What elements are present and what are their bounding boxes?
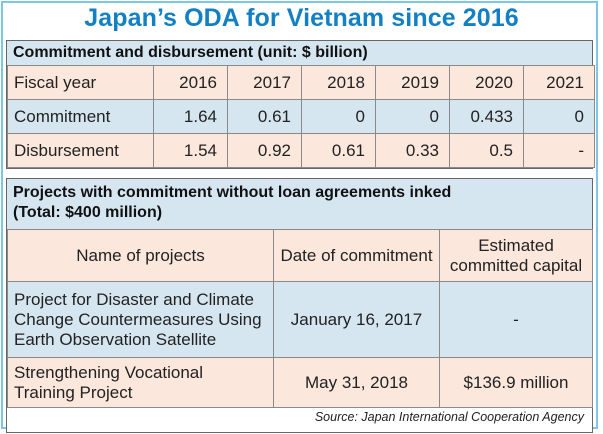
section2-heading-line1: Projects with commitment without loan ag… <box>13 184 452 201</box>
commitment-row: Commitment 1.64 0.61 0 0 0.433 0 <box>7 99 595 134</box>
year-cell: 2016 <box>153 65 228 100</box>
year-cell: 2019 <box>375 65 450 100</box>
section1-heading: Commitment and disbursement (unit: $ bil… <box>7 41 592 65</box>
value-cell: 1.54 <box>153 133 228 168</box>
project-row: Strengthening Vocational Training Projec… <box>7 357 593 408</box>
project-date: May 31, 2018 <box>273 357 440 408</box>
commitment-disbursement-panel: Commitment and disbursement (unit: $ bil… <box>6 40 595 169</box>
column-header-capital: Estimated committed capital <box>439 229 593 282</box>
column-header-date: Date of commitment <box>273 229 440 282</box>
section2-heading: Projects with commitment without loan ag… <box>7 179 592 229</box>
value-cell: 0 <box>301 99 376 134</box>
value-cell: 0 <box>375 99 450 134</box>
row-label: Disbursement <box>7 133 154 168</box>
year-cell: 2017 <box>227 65 302 100</box>
project-capital: $136.9 million <box>439 357 593 408</box>
fiscal-year-row: Fiscal year 2016 2017 2018 2019 2020 202… <box>7 65 595 100</box>
projects-panel: Projects with commitment without loan ag… <box>6 178 593 433</box>
project-capital: - <box>439 281 593 358</box>
value-cell: 0 <box>523 99 595 134</box>
year-cell: 2020 <box>449 65 524 100</box>
year-cell: 2018 <box>301 65 376 100</box>
value-cell: 0.61 <box>301 133 376 168</box>
projects-table: Name of projects Date of commitment Esti… <box>7 229 593 408</box>
row-label: Commitment <box>7 99 154 134</box>
projects-header-row: Name of projects Date of commitment Esti… <box>7 229 593 282</box>
value-cell: 0.433 <box>449 99 524 134</box>
disbursement-row: Disbursement 1.54 0.92 0.61 0.33 0.5 - <box>7 133 595 168</box>
value-cell: 0.33 <box>375 133 450 168</box>
project-date: January 16, 2017 <box>273 281 440 358</box>
infographic-title: Japan’s ODA for Vietnam since 2016 <box>84 4 519 32</box>
project-row: Project for Disaster and Climate Change … <box>7 281 593 358</box>
value-cell: 0.92 <box>227 133 302 168</box>
value-cell: 0.61 <box>227 99 302 134</box>
commitment-disbursement-table: Fiscal year 2016 2017 2018 2019 2020 202… <box>7 65 595 168</box>
section2-heading-line2: (Total: $400 million) <box>13 204 163 221</box>
column-header-name: Name of projects <box>7 229 274 282</box>
value-cell: - <box>523 133 595 168</box>
source-note: Source: Japan International Cooperation … <box>7 408 592 432</box>
value-cell: 0.5 <box>449 133 524 168</box>
year-cell: 2021 <box>523 65 595 100</box>
project-name: Project for Disaster and Climate Change … <box>7 281 274 358</box>
fiscal-year-label: Fiscal year <box>7 65 154 100</box>
project-name: Strengthening Vocational Training Projec… <box>7 357 274 408</box>
value-cell: 1.64 <box>153 99 228 134</box>
